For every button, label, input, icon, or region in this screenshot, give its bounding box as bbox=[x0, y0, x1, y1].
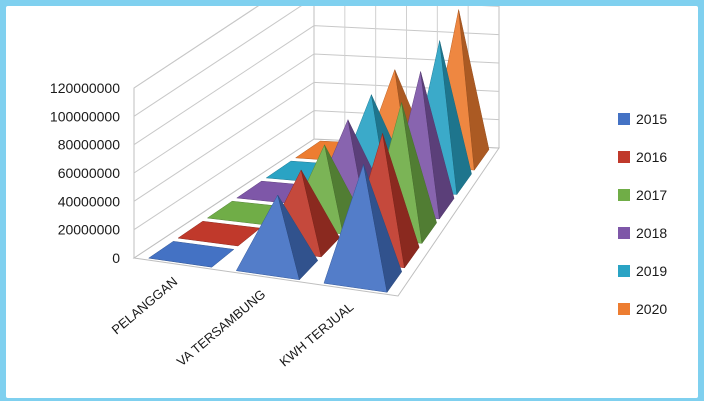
legend-swatch bbox=[618, 189, 630, 201]
y-tick-label: 20000000 bbox=[58, 222, 121, 238]
legend: 2015 2016 2017 2018 2019 2020 bbox=[618, 111, 667, 317]
y-tick-label: 120000000 bbox=[50, 80, 120, 96]
pyramid-base bbox=[147, 241, 235, 268]
category-label: PELANGGAN bbox=[109, 274, 181, 338]
pyramid-side-face bbox=[300, 169, 340, 258]
gridline bbox=[133, 6, 500, 117]
y-tick-label: 100000000 bbox=[50, 108, 120, 124]
pyramid-marks bbox=[147, 9, 490, 293]
pyramid-side-face bbox=[458, 9, 490, 171]
pyramid-side-face bbox=[363, 164, 403, 293]
y-tick-label: 80000000 bbox=[58, 137, 121, 153]
legend-label: 2017 bbox=[636, 187, 667, 203]
legend-label: 2019 bbox=[636, 263, 667, 279]
y-tick-label: 0 bbox=[112, 250, 120, 266]
legend-label: 2018 bbox=[636, 225, 667, 241]
gridline bbox=[133, 6, 259, 89]
category-label: KWH TERJUAL bbox=[277, 299, 357, 369]
category-label: VA TERSAMBUNG bbox=[174, 286, 269, 369]
pyramid-2015-1 bbox=[235, 194, 319, 281]
pyramid-side-face bbox=[277, 194, 319, 281]
pyramid-chart: 0 20000000 40000000 60000000 80000000 1000000… bbox=[50, 6, 667, 370]
y-tick-label: 60000000 bbox=[58, 165, 121, 181]
pyramid-side-face bbox=[420, 71, 455, 220]
legend-label: 2016 bbox=[636, 149, 667, 165]
pyramid-2015-0 bbox=[147, 241, 235, 268]
y-axis-ticks: 0 20000000 40000000 60000000 80000000 1000000… bbox=[50, 80, 120, 266]
pyramid-side-face bbox=[382, 133, 420, 269]
chart-area: 0 20000000 40000000 60000000 80000000 1000000… bbox=[6, 6, 698, 398]
legend-swatch bbox=[618, 303, 630, 315]
legend-swatch bbox=[618, 265, 630, 277]
pyramid-side-face bbox=[401, 102, 437, 245]
pyramid-side-face bbox=[439, 40, 472, 196]
legend-label: 2015 bbox=[636, 111, 667, 127]
y-tick-label: 40000000 bbox=[58, 193, 121, 209]
pyramid-2015-2 bbox=[323, 164, 403, 293]
legend-swatch bbox=[618, 227, 630, 239]
legend-swatch bbox=[618, 151, 630, 163]
legend-label: 2020 bbox=[636, 301, 667, 317]
legend-swatch bbox=[618, 113, 630, 125]
